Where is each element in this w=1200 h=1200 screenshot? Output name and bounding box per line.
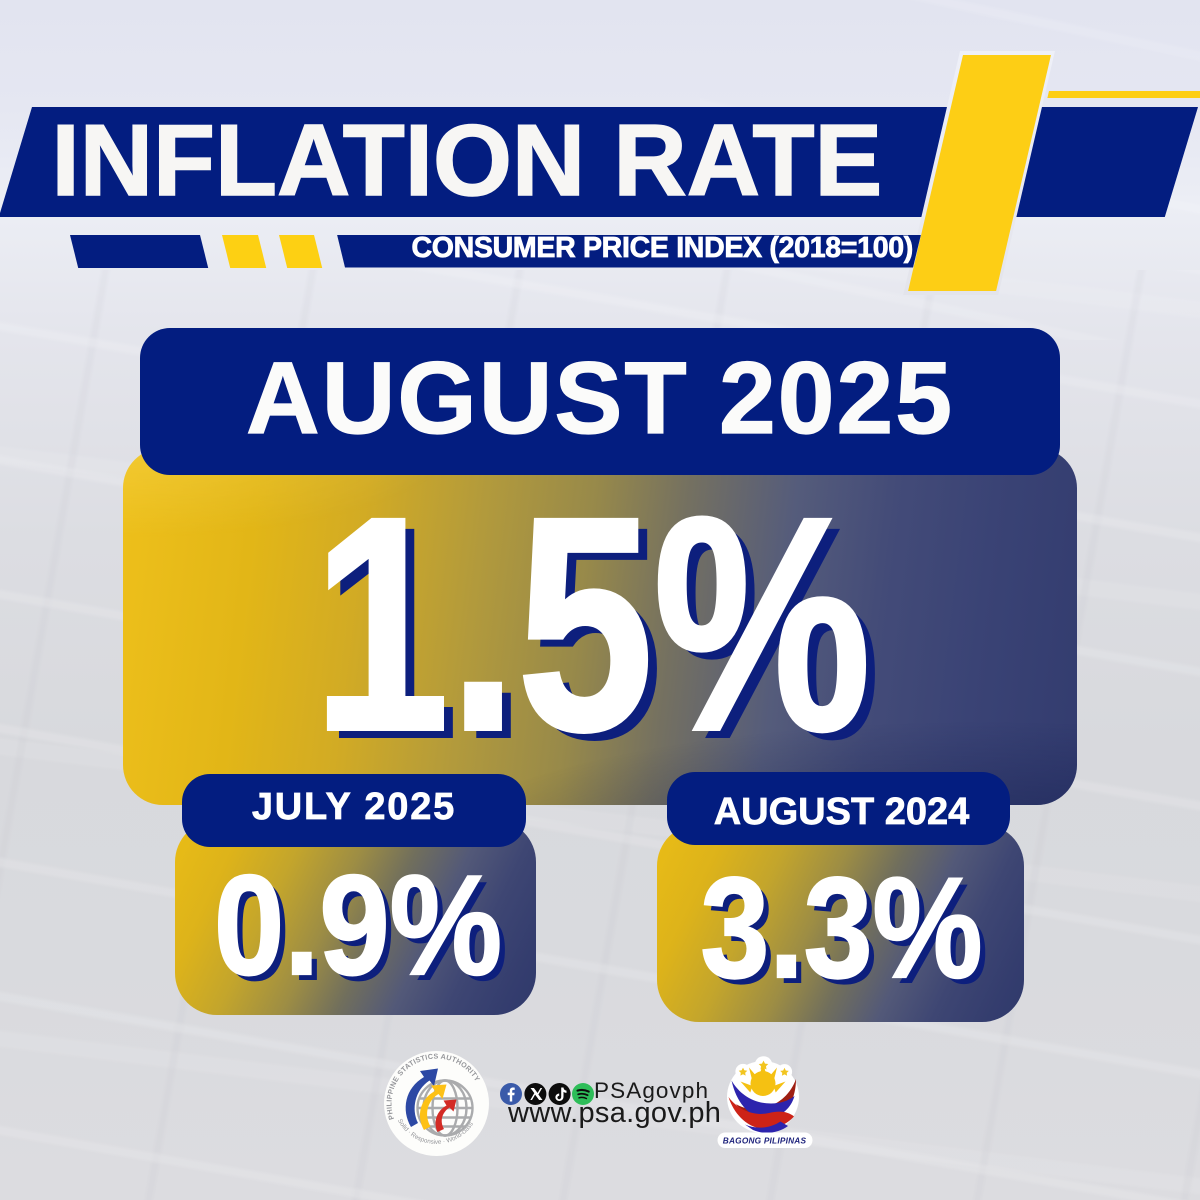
- svg-text:BAGONG PILIPINAS: BAGONG PILIPINAS: [723, 1136, 807, 1146]
